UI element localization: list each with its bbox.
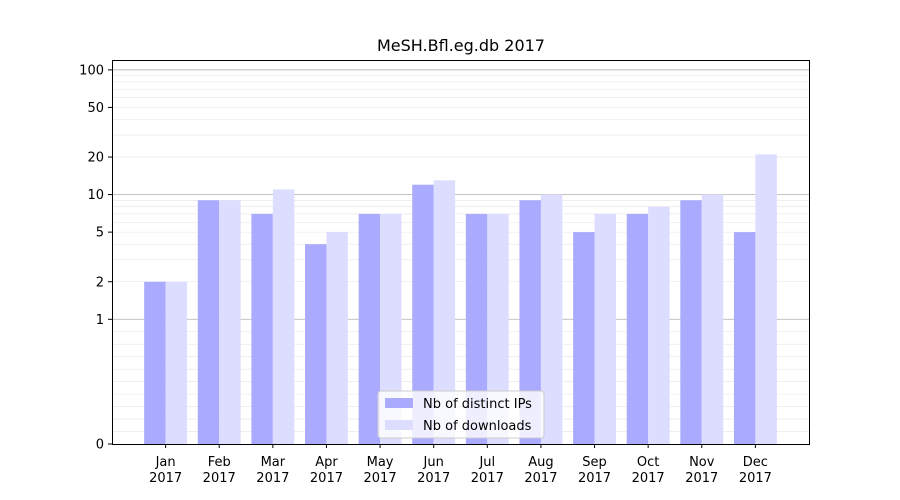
x-tick-label-month: Jun bbox=[423, 455, 444, 470]
bar-distinct-ips bbox=[358, 213, 381, 444]
x-tick-label-year: 2017 bbox=[256, 471, 289, 486]
x-tick-label-year: 2017 bbox=[739, 471, 772, 486]
x-tick-label-year: 2017 bbox=[685, 471, 718, 486]
x-tick-label-year: 2017 bbox=[632, 471, 665, 486]
y-tick-label: 10 bbox=[87, 188, 104, 203]
bar-downloads bbox=[380, 213, 402, 444]
bar-distinct-ips bbox=[305, 244, 327, 444]
x-tick-label-month: Dec bbox=[743, 455, 768, 470]
bar-downloads bbox=[272, 189, 295, 444]
chart-title: MeSH.Bfl.eg.db 2017 bbox=[377, 36, 545, 55]
x-tick-label-month: May bbox=[367, 455, 394, 470]
bar-downloads bbox=[433, 180, 456, 444]
bar-distinct-ips bbox=[197, 200, 220, 444]
legend-swatch-distinct-ips bbox=[385, 398, 413, 408]
x-tick-label-year: 2017 bbox=[310, 471, 343, 486]
x-tick-label-month: Nov bbox=[689, 455, 715, 470]
x-tick-label-year: 2017 bbox=[203, 471, 236, 486]
y-tick-label: 5 bbox=[96, 226, 104, 241]
bar-distinct-ips bbox=[144, 281, 166, 444]
x-tick-label-month: Oct bbox=[637, 455, 659, 470]
bar-distinct-ips bbox=[251, 213, 273, 444]
y-tick-label: 100 bbox=[79, 63, 104, 78]
bar-distinct-ips bbox=[680, 200, 702, 444]
x-tick-label-month: Feb bbox=[208, 455, 231, 470]
bar-downloads bbox=[326, 232, 348, 444]
x-tick-label-month: Aug bbox=[528, 455, 553, 470]
bar-distinct-ips bbox=[465, 213, 488, 444]
legend-label-downloads: Nb of downloads bbox=[423, 419, 532, 434]
bar-downloads bbox=[165, 281, 188, 444]
legend-label-distinct-ips: Nb of distinct IPs bbox=[423, 397, 532, 412]
x-tick-label-year: 2017 bbox=[149, 471, 182, 486]
bars bbox=[144, 154, 777, 444]
bar-downloads bbox=[648, 206, 670, 444]
bar-distinct-ips bbox=[733, 232, 756, 444]
legend-swatch-downloads bbox=[385, 420, 413, 430]
x-tick-label-year: 2017 bbox=[524, 471, 557, 486]
x-axis: Jan2017Feb2017Mar2017Apr2017May2017Jun20… bbox=[149, 444, 772, 486]
y-tick-label: 0 bbox=[96, 438, 104, 453]
plot-frame bbox=[112, 60, 810, 445]
bar-downloads bbox=[755, 154, 777, 444]
bar-distinct-ips bbox=[519, 200, 541, 444]
x-tick-label-year: 2017 bbox=[471, 471, 504, 486]
y-tick-label: 20 bbox=[87, 151, 104, 166]
y-tick-label: 2 bbox=[96, 275, 104, 290]
bar-distinct-ips bbox=[412, 184, 434, 444]
y-axis: 0 1 2 5 10 20 50 100 bbox=[79, 63, 112, 453]
bar-downloads bbox=[487, 213, 509, 444]
x-tick-label-year: 2017 bbox=[578, 471, 611, 486]
x-tick-label-month: Mar bbox=[261, 455, 286, 470]
bar-downloads bbox=[594, 213, 616, 444]
y-tick-label: 50 bbox=[87, 101, 104, 116]
x-tick-label-year: 2017 bbox=[417, 471, 450, 486]
x-tick-label-month: Sep bbox=[582, 455, 607, 470]
bar-downloads bbox=[701, 194, 724, 444]
x-tick-label-month: Jan bbox=[155, 455, 176, 470]
bar-downloads bbox=[219, 200, 241, 444]
legend-box bbox=[377, 390, 545, 439]
bar-distinct-ips bbox=[573, 232, 595, 444]
bar-distinct-ips bbox=[626, 213, 649, 444]
legend: Nb of distinct IPs Nb of downloads bbox=[377, 390, 545, 439]
x-tick-label-year: 2017 bbox=[364, 471, 397, 486]
y-tick-label: 1 bbox=[96, 313, 104, 328]
x-tick-label-month: Apr bbox=[315, 455, 338, 470]
x-tick-label-month: Jul bbox=[478, 455, 495, 470]
bar-downloads bbox=[540, 194, 563, 444]
